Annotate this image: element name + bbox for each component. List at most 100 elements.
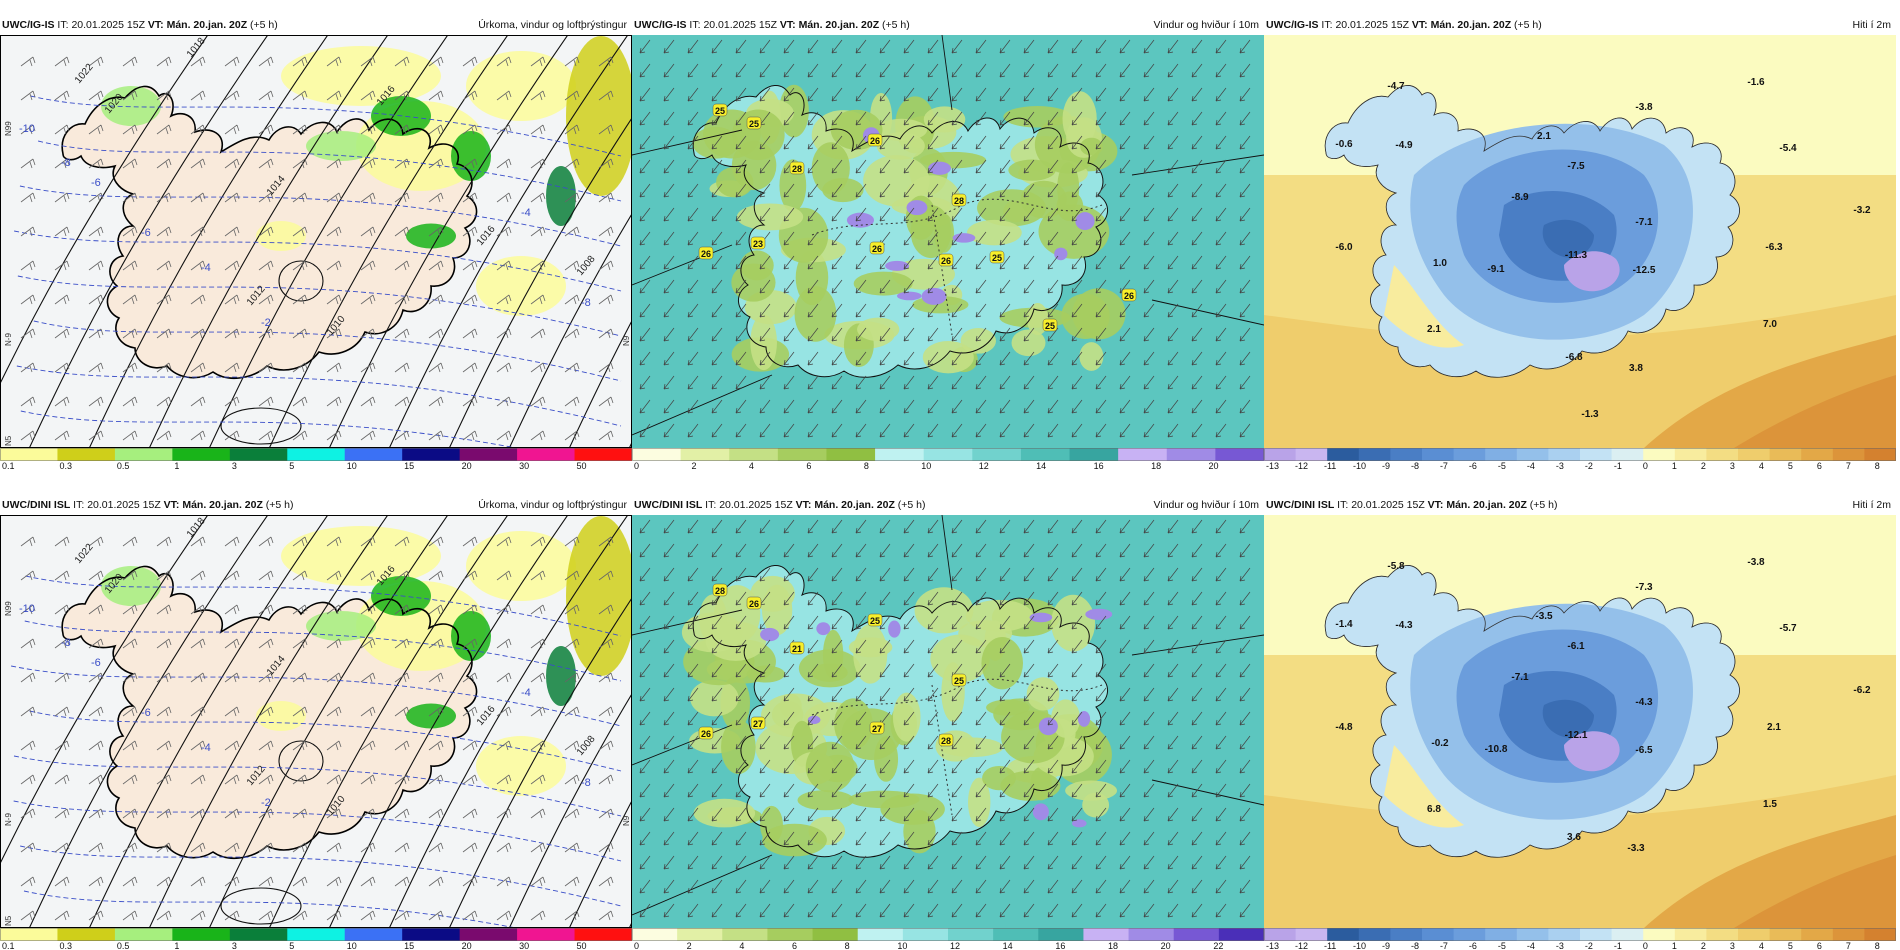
model-name: UWC/IG-IS [634, 19, 687, 31]
gust-marker[interactable]: 26 [698, 246, 714, 260]
temperature-label: -10 [19, 603, 35, 615]
gust-marker[interactable]: 27 [869, 721, 885, 735]
wind-map[interactable]: 28 26 21 25 25 26 27 27 28 [632, 515, 1264, 928]
colorbar-swatch [1801, 448, 1834, 461]
temperature-value: -6.2 [1853, 685, 1871, 696]
colorbar-label: 20 [1161, 941, 1171, 950]
colorbar-swatch [459, 928, 518, 941]
coastline [61, 565, 478, 859]
temp-map[interactable]: -5.8 -1.4 -4.3 -3.5 -7.3 -3.8 -6.1 -5.7 -7.1 -4.3… [1264, 515, 1896, 928]
colorbar-label: 4 [749, 461, 754, 470]
colorbar-label: -9 [1382, 941, 1390, 950]
colorbar-swatch [517, 928, 576, 941]
gust-marker[interactable]: 25 [951, 673, 967, 687]
colorbar-label: 6 [806, 461, 811, 470]
lead-time: (+5 h) [250, 19, 278, 31]
gust-value: 25 [870, 616, 880, 626]
gust-marker[interactable]: 25 [1042, 318, 1058, 332]
temperature-label: -6 [91, 177, 101, 189]
colorbar-swatch [677, 928, 723, 941]
colorbar-swatch [1295, 448, 1328, 461]
temperature-value: 2.1 [1427, 324, 1441, 335]
colorbar-swatch [1864, 448, 1896, 461]
gust-marker[interactable]: 21 [789, 641, 805, 655]
precip-map[interactable]: 1022 1020 1018 1016 1014 1012 1010 1008 1016 -10-… [0, 35, 632, 448]
colorbar-swatch [857, 928, 904, 941]
gust-value: 28 [792, 164, 802, 174]
temperature-value: -12.5 [1633, 265, 1656, 276]
gust-marker[interactable]: 26 [746, 596, 762, 610]
temperature-value: -6.1 [1567, 641, 1585, 652]
temperature-value: -7.3 [1635, 582, 1653, 593]
temp-map[interactable]: -4.7 -0.6 -4.9 2.1 -3.8 -1.6 -7.5 -5.4 -8.9 -7.1 -… [1264, 35, 1896, 448]
colorbar-label: -2 [1585, 461, 1593, 470]
gust-marker[interactable]: 23 [750, 236, 766, 250]
colorbar-label: 5 [289, 941, 294, 950]
colorbar-swatch [1295, 928, 1328, 941]
colorbar-label: 0.3 [59, 941, 72, 950]
colorbar-swatch [948, 928, 994, 941]
colorbar-swatch [1580, 448, 1613, 461]
colorbar-label: -3 [1556, 461, 1564, 470]
colorbar-label: -11 [1324, 461, 1336, 470]
init-time-label: IT: [1337, 499, 1349, 511]
gust-marker[interactable]: 26 [867, 133, 883, 147]
colorbar-swatch [902, 928, 949, 941]
temp-map-svg: -5.8 -1.4 -4.3 -3.5 -7.3 -3.8 -6.1 -5.7 -7.1 -4.3… [1264, 515, 1896, 928]
wind-colorbar: 0 2 4 6 8 10 12 14 16 18 20 [632, 448, 1264, 470]
gust-value: 23 [753, 239, 763, 249]
wind-colorbar: 0 2 4 6 8 10 12 14 16 18 20 22 [632, 928, 1264, 950]
colorbar-swatch [722, 928, 768, 941]
gust-marker[interactable]: 28 [951, 193, 967, 207]
colorbar-swatch [57, 928, 116, 941]
gust-value: 25 [1045, 321, 1055, 331]
colorbar-swatch [993, 928, 1039, 941]
gust-marker[interactable]: 26 [938, 253, 954, 267]
temperature-value: 6.8 [1427, 804, 1441, 815]
init-time-label: IT: [689, 19, 701, 31]
grid-label: N99 [4, 601, 13, 616]
colorbar-swatch [1358, 928, 1391, 941]
colorbar-label: 4 [1759, 941, 1764, 950]
gust-marker[interactable]: 27 [750, 716, 766, 730]
temperature-value: -7.1 [1635, 217, 1653, 228]
gust-marker[interactable]: 25 [712, 103, 728, 117]
gust-marker[interactable]: 26 [1121, 288, 1137, 302]
colorbar-swatch [1643, 448, 1676, 461]
colorbar-label: 6 [1817, 941, 1822, 950]
colorbar-label: 18 [1151, 461, 1161, 470]
colorbar-label: 14 [1036, 461, 1046, 470]
colorbar-label: 16 [1055, 941, 1065, 950]
colorbar-swatch [1674, 448, 1707, 461]
temperature-value: -1.6 [1747, 77, 1765, 88]
temperature-label: -8 [61, 637, 71, 649]
panel-header: UWC/IG-IS IT: 20.01.2025 15Z VT: Mán. 20… [0, 15, 632, 35]
isobar-lines [1, 36, 631, 447]
colorbar-label: -13 [1266, 941, 1279, 950]
gust-marker[interactable]: 25 [989, 250, 1005, 264]
colorbar-label: 4 [739, 941, 744, 950]
colorbar-label: 20 [1209, 461, 1219, 470]
gust-marker[interactable]: 26 [869, 241, 885, 255]
precip-map[interactable]: 1022 1020 1018 1016 1014 1012 1010 1008 1016 -10-… [0, 515, 632, 928]
gust-marker[interactable]: 28 [712, 583, 728, 597]
gust-marker[interactable]: 28 [789, 161, 805, 175]
wind-map-svg: 25 25 28 26 28 26 23 26 26 25 25 26 [632, 35, 1264, 448]
gust-marker[interactable]: 28 [938, 733, 954, 747]
temperature-label: -8 [61, 157, 71, 169]
colorbar-swatch [1832, 448, 1865, 461]
colorbar-swatch [632, 448, 682, 461]
init-time-label: IT: [73, 499, 85, 511]
temp-map-svg: -4.7 -0.6 -4.9 2.1 -3.8 -1.6 -7.5 -5.4 -8.9 -7.1 -… [1264, 35, 1896, 448]
temperature-contours [14, 95, 622, 447]
colorbar-label: 2 [687, 941, 692, 950]
colorbar-label: -5 [1498, 461, 1506, 470]
valid-time-label: VT: [1427, 499, 1444, 511]
colorbar-label: -10 [1353, 461, 1366, 470]
colorbar-swatch [287, 928, 346, 941]
gust-marker[interactable]: 26 [698, 726, 714, 740]
gust-marker[interactable]: 25 [746, 116, 762, 130]
wind-map[interactable]: 25 25 28 26 28 26 23 26 26 25 25 26 [632, 35, 1264, 448]
colorbar-swatch [1166, 448, 1216, 461]
gust-marker[interactable]: 25 [867, 613, 883, 627]
